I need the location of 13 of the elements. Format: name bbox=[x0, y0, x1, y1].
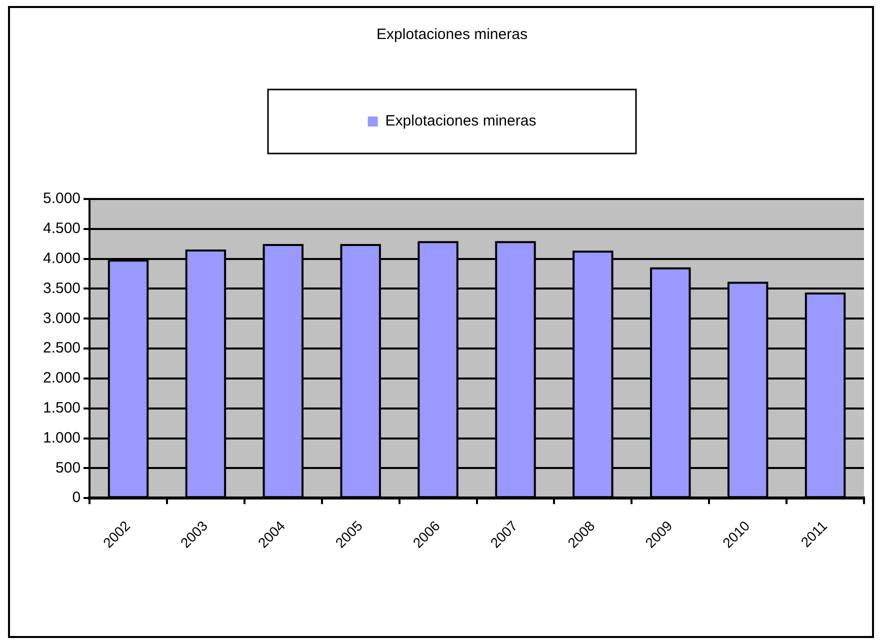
y-tick-label: 0 bbox=[72, 489, 81, 506]
y-tick-label: 2.500 bbox=[42, 340, 81, 357]
y-tick-label: 500 bbox=[56, 459, 81, 476]
y-tick-label: 2.000 bbox=[42, 370, 81, 387]
y-tick-label: 4.000 bbox=[42, 250, 81, 267]
y-tick-label: 1.000 bbox=[42, 429, 81, 446]
y-tick-label: 3.000 bbox=[42, 310, 81, 327]
y-tick-label: 5.000 bbox=[42, 190, 81, 208]
y-tick-label: 3.500 bbox=[42, 280, 81, 297]
chart-title: Explotaciones mineras bbox=[376, 26, 528, 44]
y-tick-label: 1.500 bbox=[42, 400, 81, 417]
legend-label: Explotaciones mineras bbox=[385, 112, 536, 130]
y-tick-label: 4.500 bbox=[42, 220, 81, 238]
